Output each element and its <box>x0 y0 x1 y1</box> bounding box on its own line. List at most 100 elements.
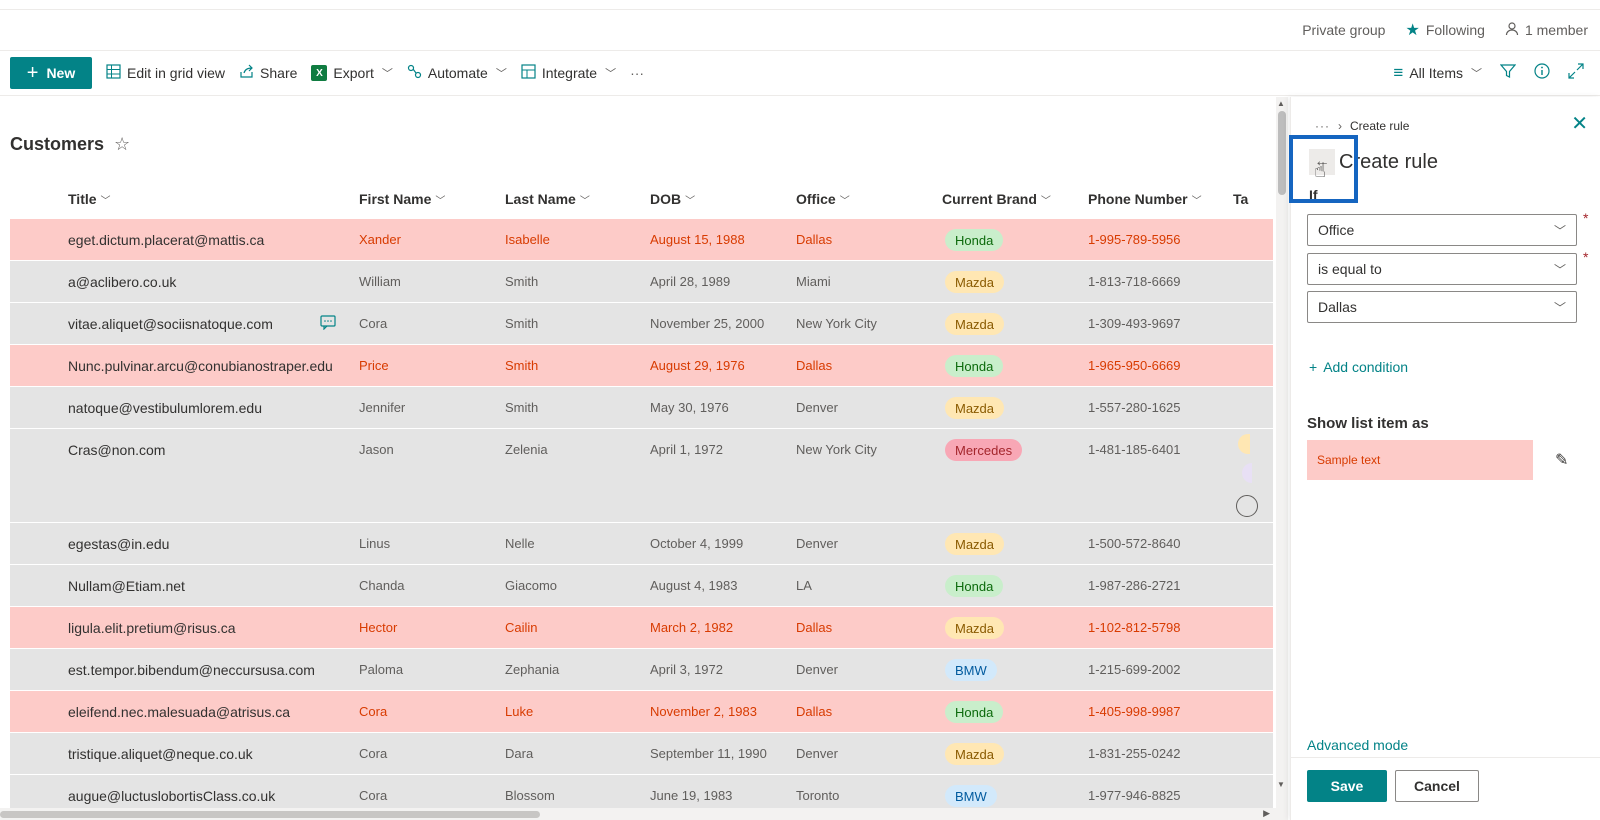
row-first: William <box>359 274 401 289</box>
column-header[interactable]: DOB ﹀ <box>650 191 695 207</box>
create-rule-panel: ··· › Create rule ✕ ← Create rule If Off… <box>1290 97 1600 820</box>
row-phone: 1-831-255-0242 <box>1088 746 1181 761</box>
list-row[interactable]: egestas@in.edu Linus Nelle October 4, 1999 D… <box>10 523 1273 565</box>
row-title[interactable]: est.tempor.bibendum@neccursusa.com <box>68 662 315 678</box>
following-button[interactable]: ★ Following <box>1405 20 1484 40</box>
horizontal-scrollbar[interactable]: ▶ <box>0 808 1276 820</box>
share-button[interactable]: Share <box>239 57 297 89</box>
column-header[interactable]: Current Brand ﹀ <box>942 191 1051 207</box>
column-header[interactable]: Title ﹀ <box>68 191 111 207</box>
row-title[interactable]: tristique.aliquet@neque.co.uk <box>68 746 253 762</box>
row-office: Denver <box>796 662 838 677</box>
list-row[interactable]: a@aclibero.co.uk William Smith April 28, 19… <box>10 261 1273 303</box>
list-row[interactable]: eget.dictum.placerat@mattis.ca Xander Isab… <box>10 219 1273 261</box>
scroll-up-icon[interactable]: ▲ <box>1277 99 1285 108</box>
row-title[interactable]: eleifend.nec.malesuada@atrisus.ca <box>68 704 291 720</box>
brand-pill: Mazda <box>945 271 1005 293</box>
breadcrumb-more[interactable]: ··· <box>1315 119 1330 133</box>
list-row[interactable]: tristique.aliquet@neque.co.uk Cora Dara Sep… <box>10 733 1273 775</box>
row-title[interactable]: egestas@in.edu <box>68 536 170 552</box>
add-condition-button[interactable]: + Add condition <box>1309 359 1408 375</box>
save-button[interactable]: Save <box>1307 770 1387 802</box>
list-row[interactable]: Nullam@Etiam.net Chanda Giacomo August 4, 1… <box>10 565 1273 607</box>
column-header[interactable]: Last Name ﹀ <box>505 191 590 207</box>
row-first: Cora <box>359 316 388 331</box>
row-phone: 1-987-286-2721 <box>1088 578 1181 593</box>
list-row[interactable]: Cras@non.com Jason Zelenia April 1, 1972 New… <box>10 429 1273 523</box>
partial-tag-pill <box>1238 434 1250 454</box>
edit-grid-button[interactable]: Edit in grid view <box>106 57 225 89</box>
row-phone: 1-405-998-9987 <box>1088 704 1181 719</box>
automate-button[interactable]: Automate ﹀ <box>407 57 507 89</box>
pencil-icon[interactable]: ✎ <box>1555 452 1569 469</box>
brand-pill: BMW <box>945 785 997 807</box>
row-title[interactable]: Nunc.pulvinar.arcu@conubianostraper.edu <box>68 358 333 374</box>
members-button[interactable]: 1 member <box>1505 21 1588 39</box>
row-first: Cora <box>359 704 388 719</box>
list-row[interactable]: Nunc.pulvinar.arcu@conubianostraper.edu P… <box>10 345 1273 387</box>
row-last: Isabelle <box>505 232 550 247</box>
view-selector[interactable]: ≡ All Items ﹀ <box>1393 57 1482 89</box>
scroll-down-icon[interactable]: ▼ <box>1277 780 1285 789</box>
scroll-right-icon[interactable]: ▶ <box>1263 808 1270 818</box>
column-header[interactable]: Ta <box>1233 191 1248 207</box>
row-title[interactable]: ligula.elit.pretium@risus.ca <box>68 620 236 636</box>
list-row[interactable]: natoque@vestibulumlorem.edu Jennifer Smith… <box>10 387 1273 429</box>
favorite-star-icon[interactable]: ☆ <box>114 134 131 154</box>
list-row[interactable]: eleifend.nec.malesuada@atrisus.ca Cora Luk… <box>10 691 1273 733</box>
list-row[interactable]: ligula.elit.pretium@risus.ca Hector Cailin… <box>10 607 1273 649</box>
vertical-scrollbar[interactable]: ▲ ▼ <box>1276 97 1288 820</box>
new-button[interactable]: + New <box>10 57 92 89</box>
row-phone: 1-500-572-8640 <box>1088 536 1181 551</box>
list-row[interactable]: est.tempor.bibendum@neccursusa.com Paloma… <box>10 649 1273 691</box>
row-title[interactable]: augue@luctuslobortisClass.co.uk <box>68 788 276 804</box>
top-strip <box>0 0 1600 10</box>
row-title[interactable]: a@aclibero.co.uk <box>68 274 177 290</box>
list-row[interactable]: vitae.aliquet@sociisnatoque.com Cora Smith… <box>10 303 1273 345</box>
info-icon[interactable] <box>1534 62 1550 84</box>
value-value: Dallas <box>1318 299 1357 315</box>
row-dob: August 4, 1983 <box>650 578 738 593</box>
hscroll-thumb[interactable] <box>0 811 540 818</box>
column-header-label: Last Name <box>505 191 576 207</box>
row-dob: March 2, 1982 <box>650 620 734 635</box>
cancel-button[interactable]: Cancel <box>1395 770 1479 802</box>
more-button[interactable]: ··· <box>630 57 644 89</box>
field-value: Office <box>1318 222 1355 238</box>
column-header[interactable]: First Name ﹀ <box>359 191 445 207</box>
export-button[interactable]: X Export ﹀ <box>311 57 393 89</box>
row-title[interactable]: Nullam@Etiam.net <box>68 578 185 594</box>
value-dropdown[interactable]: Dallas ﹀ <box>1307 291 1577 323</box>
row-title[interactable]: Cras@non.com <box>68 442 166 458</box>
row-phone: 1-309-493-9697 <box>1088 316 1181 331</box>
row-title[interactable]: eget.dictum.placerat@mattis.ca <box>68 232 265 248</box>
row-first: Price <box>359 358 389 373</box>
operator-dropdown[interactable]: is equal to ﹀ <box>1307 253 1577 285</box>
advanced-mode-link[interactable]: Advanced mode <box>1307 737 1409 753</box>
chevron-down-icon: ﹀ <box>1471 68 1482 80</box>
filter-icon[interactable] <box>1499 63 1517 84</box>
brand-pill: Mazda <box>945 533 1005 555</box>
expand-icon[interactable] <box>1568 62 1584 84</box>
breadcrumb-current: Create rule <box>1350 119 1410 133</box>
scroll-thumb[interactable] <box>1278 111 1286 195</box>
row-first: Chanda <box>359 578 405 593</box>
excel-icon: X <box>311 65 328 81</box>
integrate-button[interactable]: Integrate ﹀ <box>521 57 616 89</box>
operator-value: is equal to <box>1318 261 1382 277</box>
star-icon: ★ <box>1405 22 1420 39</box>
add-condition-label: Add condition <box>1323 359 1409 375</box>
brand-pill: Mazda <box>945 617 1005 639</box>
close-icon[interactable]: ✕ <box>1571 113 1588 135</box>
row-phone: 1-965-950-6669 <box>1088 358 1181 373</box>
row-title[interactable]: vitae.aliquet@sociisnatoque.com <box>68 316 273 332</box>
column-header[interactable]: Office ﹀ <box>796 191 850 207</box>
back-arrow-icon[interactable]: ← <box>1309 149 1335 175</box>
focus-highlight-box <box>1289 135 1358 203</box>
column-header[interactable]: Phone Number ﹀ <box>1088 191 1202 207</box>
if-label: If <box>1309 187 1318 203</box>
field-dropdown[interactable]: Office ﹀ <box>1307 214 1577 246</box>
row-title[interactable]: natoque@vestibulumlorem.edu <box>68 400 262 416</box>
row-dob: September 11, 1990 <box>650 746 767 761</box>
comment-icon[interactable] <box>320 315 336 333</box>
